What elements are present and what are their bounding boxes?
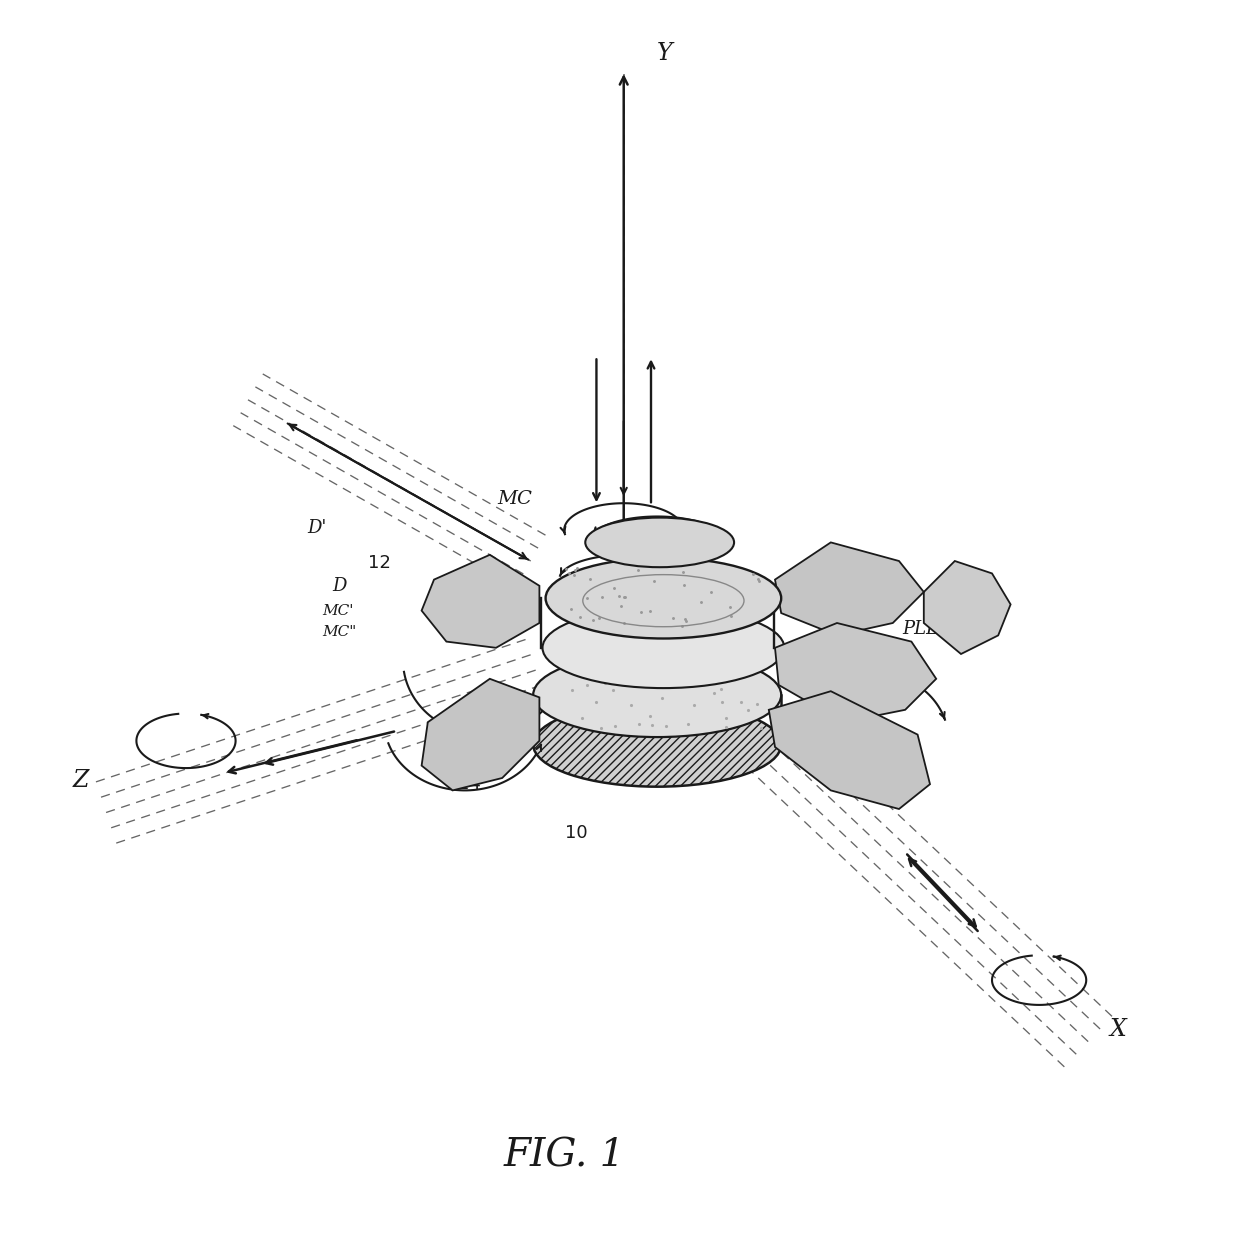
Text: D': D' [308, 518, 327, 537]
Text: 14: 14 [459, 775, 481, 794]
Text: PLL: PLL [903, 621, 939, 638]
Text: MC": MC" [322, 624, 357, 639]
Text: MC: MC [497, 490, 532, 508]
Text: X: X [1110, 1018, 1127, 1042]
Text: Y: Y [657, 42, 673, 65]
Text: MC': MC' [322, 603, 353, 618]
Text: FIG. 1: FIG. 1 [503, 1138, 625, 1175]
Ellipse shape [543, 608, 785, 688]
Ellipse shape [533, 653, 781, 738]
Polygon shape [422, 679, 539, 790]
Text: Z: Z [73, 769, 89, 792]
Polygon shape [775, 542, 924, 635]
Ellipse shape [546, 558, 781, 638]
Polygon shape [769, 692, 930, 809]
Polygon shape [422, 554, 539, 648]
Polygon shape [775, 623, 936, 723]
Text: D: D [332, 577, 347, 594]
Ellipse shape [533, 703, 781, 786]
Text: 10: 10 [565, 824, 588, 842]
Ellipse shape [585, 517, 734, 567]
Polygon shape [924, 561, 1011, 654]
Text: 12: 12 [368, 554, 391, 572]
